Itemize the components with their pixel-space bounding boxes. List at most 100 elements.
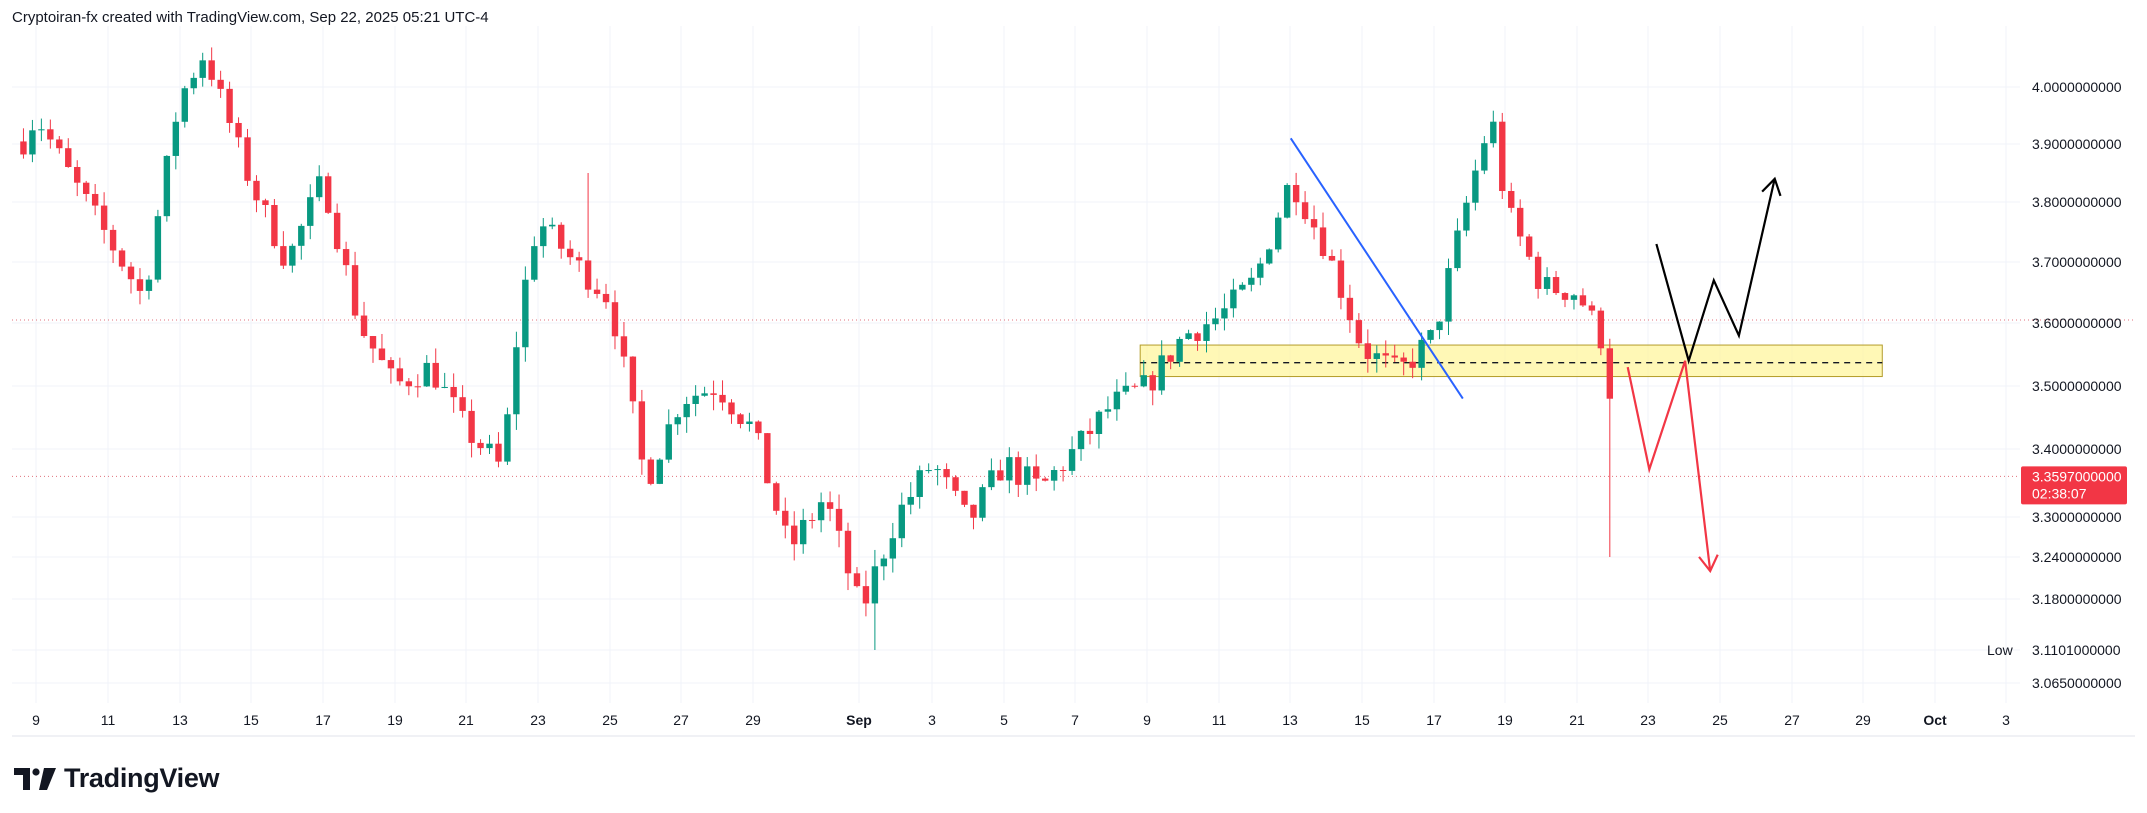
candle-down — [432, 362, 439, 388]
date-tick-label: 9 — [32, 712, 40, 728]
time-axis[interactable]: 9 11 13 15 17 19 21 23 25 27 29 Sep 3 5 7 9 11 13 15 17 19 21… — [32, 712, 2010, 728]
candle-up — [38, 129, 45, 131]
candle-up — [1077, 430, 1085, 450]
candle-down — [1346, 297, 1354, 321]
candle-up — [549, 224, 556, 227]
candle-down — [970, 504, 977, 518]
candle-down — [20, 141, 27, 155]
chart-drawings — [1289, 137, 1782, 574]
candle-down — [477, 442, 484, 449]
candle-down — [127, 266, 135, 280]
candle-down — [1391, 355, 1398, 358]
candle-up — [1436, 321, 1443, 331]
descending-trendline — [1289, 137, 1464, 400]
candle-up — [1418, 339, 1425, 368]
date-tick-label: 25 — [602, 712, 618, 728]
candle-down — [1033, 466, 1040, 479]
price-axis[interactable]: 4.0000000000 3.9000000000 3.8000000000 3.70… — [1987, 79, 2127, 691]
low-marker-label: Low — [1987, 642, 2014, 658]
candle-down — [387, 360, 395, 369]
candle-up — [1543, 277, 1551, 289]
price-tick-label: 4.0000000000 — [2032, 79, 2122, 95]
candle-down — [91, 193, 99, 206]
candle-up — [1490, 121, 1497, 144]
price-tick-label: 3.3000000000 — [2032, 509, 2122, 525]
candle-up — [1212, 318, 1219, 325]
candle-up — [701, 393, 708, 396]
candle-down — [791, 525, 798, 545]
candle-up — [799, 519, 807, 545]
candle-down — [862, 586, 870, 604]
candle-up — [190, 77, 197, 89]
candle-down — [1588, 305, 1596, 311]
candle-down — [1597, 310, 1605, 349]
candle-down — [342, 249, 350, 266]
candle-up — [1463, 202, 1470, 231]
candle-up — [163, 155, 171, 217]
candle-down — [782, 510, 789, 526]
date-tick-label: 11 — [101, 712, 116, 728]
date-tick-label: 21 — [458, 712, 474, 728]
candle-down — [835, 508, 843, 531]
tradingview-brand[interactable]: TradingView — [14, 763, 220, 794]
candle-up — [1481, 143, 1488, 171]
candle-down — [826, 502, 834, 509]
price-tick-label: 3.9000000000 — [2032, 136, 2122, 152]
candle-down — [414, 386, 422, 388]
candle-up — [1427, 330, 1434, 340]
candle-down — [56, 139, 63, 149]
date-tick-label: 13 — [172, 712, 188, 728]
candle-up — [1176, 338, 1183, 362]
date-tick-label: 19 — [387, 712, 403, 728]
candle-down — [638, 401, 646, 460]
candle-up — [1445, 268, 1452, 322]
candle-down — [593, 289, 601, 294]
candle-up — [540, 226, 547, 247]
candle-up — [1203, 324, 1210, 341]
candle-up — [916, 470, 923, 497]
candle-up — [934, 469, 941, 471]
candle-down — [74, 166, 81, 183]
candle-up — [145, 279, 153, 291]
date-tick-label: 27 — [673, 712, 689, 728]
candle-down — [253, 180, 260, 201]
candle-up — [898, 504, 905, 539]
candle-up — [746, 421, 753, 425]
candle-down — [360, 315, 368, 337]
last-price-value: 3.3597000000 — [2032, 468, 2122, 484]
bullish-projection-arrow-arrowhead — [1761, 176, 1782, 197]
candle-down — [396, 368, 404, 382]
candle-up — [979, 487, 986, 518]
candle-down — [629, 356, 637, 402]
price-tick-label: 3.1101000000 — [2032, 642, 2121, 658]
candle-down — [1149, 375, 1156, 391]
support-zone — [1139, 344, 1883, 378]
candle-down — [737, 414, 744, 425]
candle-down — [1086, 430, 1094, 435]
candle-up — [683, 403, 690, 418]
chart-grid — [12, 26, 2135, 737]
last-price-tag — [2021, 466, 2127, 505]
date-tick-label: 25 — [1712, 712, 1728, 728]
candle-up — [307, 197, 314, 226]
candle-down — [943, 469, 950, 478]
candle-down — [773, 483, 780, 511]
date-tick-label: 17 — [315, 712, 331, 728]
bearish-projection-arrow — [1626, 360, 1712, 572]
candle-down — [710, 393, 717, 395]
date-tick-label: 13 — [1282, 712, 1298, 728]
candle-up — [1140, 375, 1147, 387]
candle-down — [333, 212, 341, 250]
candle-down — [1516, 207, 1524, 237]
date-tick-label: 23 — [1640, 712, 1656, 728]
candle-down — [235, 122, 242, 138]
candle-up — [298, 225, 305, 246]
candle-down — [584, 260, 592, 290]
candle-down — [1319, 227, 1327, 256]
candle-down — [1131, 385, 1139, 387]
candle-up — [172, 121, 180, 156]
candle-down — [118, 250, 126, 267]
candle-up — [1266, 249, 1273, 264]
candle-up — [1068, 449, 1076, 471]
